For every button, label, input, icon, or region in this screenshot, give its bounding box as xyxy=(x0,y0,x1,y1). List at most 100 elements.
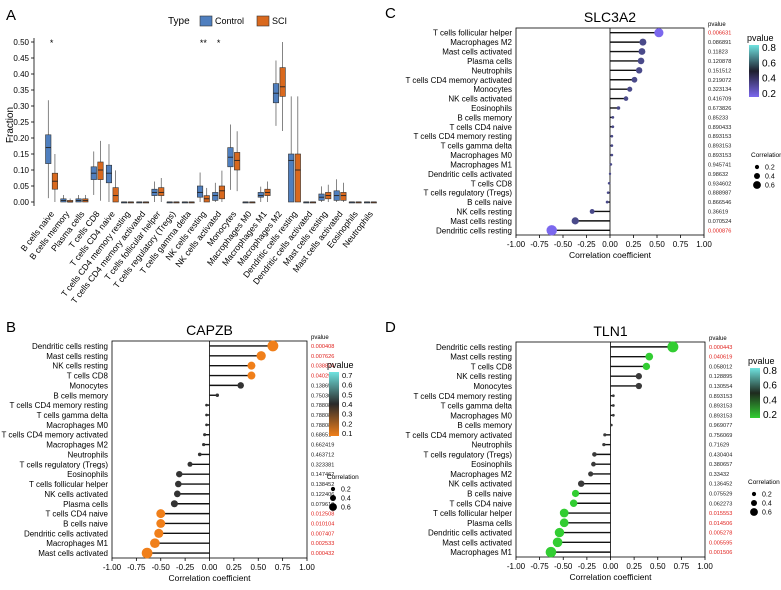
panel-a-ytick-label: 0.00 xyxy=(13,198,29,207)
pvalue-text: 0.893153 xyxy=(709,413,732,419)
significance-star: ** xyxy=(200,38,208,48)
box-dendritic-cells-resting-control xyxy=(288,153,295,203)
lollipop-dot-nk-cells-activated xyxy=(577,480,585,487)
row-label-nk-cells-resting: NK cells resting xyxy=(456,372,512,381)
panel-d-xtick-label: 0.25 xyxy=(626,562,642,571)
pvalue-text: 0.122406 xyxy=(311,492,334,498)
panel-b-xtick-label: 0.25 xyxy=(226,563,242,572)
pvalue-text: 0.128895 xyxy=(709,374,732,380)
lollipop-dot-macrophages-m0 xyxy=(611,413,615,417)
row-label-macrophages-m2: Macrophages M2 xyxy=(46,441,108,450)
lollipop-dot-macrophages-m1 xyxy=(609,163,613,166)
row-label-macrophages-m1: Macrophages M1 xyxy=(450,548,512,557)
size-legend-label: 0.4 xyxy=(765,174,775,181)
pvalue-text: 0.893153 xyxy=(708,153,731,159)
pvalue-text: 0.934602 xyxy=(708,181,731,187)
lollipop-dot-t-cells-follicular-helper xyxy=(654,28,664,38)
pvalue-text: 0.98632 xyxy=(708,172,728,178)
panel-b-xtick-label: 0.75 xyxy=(275,563,291,572)
row-label-t-cells-cd8: T cells CD8 xyxy=(471,179,513,188)
row-label-b-cells-naive: B cells naive xyxy=(467,489,512,498)
pvalue-text: 0.075529 xyxy=(709,491,732,497)
lollipop-dot-neutrophils xyxy=(602,442,606,447)
panel-d-title: TLN1 xyxy=(593,323,627,339)
colorbar-tick-label: 0.8 xyxy=(763,366,777,377)
pvalue-text: 0.893153 xyxy=(709,394,732,400)
row-label-mast-cells-activated: Mast cells activated xyxy=(442,538,512,547)
lollipop-dot-t-cells-cd8 xyxy=(642,362,651,371)
panel-d-xtick-label: -0.50 xyxy=(554,562,573,571)
pvalue-text: 0.007626 xyxy=(311,354,334,360)
size-legend-label: 0.6 xyxy=(765,183,775,190)
lollipop-dot-mast-cells-activated xyxy=(141,547,153,559)
panel-b-letter: B xyxy=(6,319,16,336)
lollipop-dot-mast-cells-activated xyxy=(552,537,563,548)
box-b-cells-naive-control xyxy=(45,134,52,164)
panel-d-pvalue-header: pvalue xyxy=(709,336,727,342)
panel-d-xlabel: Correlation coefficient xyxy=(569,572,652,582)
row-label-monocytes: Monocytes xyxy=(473,382,512,391)
panel-b-xtick-label: -0.25 xyxy=(176,563,195,572)
pvalue-text: 0.893153 xyxy=(708,144,731,150)
row-label-eosinophils: Eosinophils xyxy=(471,104,512,113)
pvalue-text: 0.11823 xyxy=(708,50,728,56)
row-label-neutrophils: Neutrophils xyxy=(472,66,512,75)
pvalue-text: 0.416709 xyxy=(708,97,731,103)
legend-label-sci: SCI xyxy=(272,16,287,26)
panel-d-xtick-label: -0.25 xyxy=(578,562,597,571)
size-legend-dot xyxy=(330,486,336,492)
lollipop-dot-t-cells-cd8 xyxy=(607,181,611,185)
pvalue-text: 0.380657 xyxy=(709,462,732,468)
lollipop-dot-t-cells-gamma-delta xyxy=(610,144,614,147)
row-label-mast-cells-activated: Mast cells activated xyxy=(442,48,512,57)
lollipop-dot-monocytes xyxy=(635,382,642,390)
row-label-plasma-cells: Plasma cells xyxy=(467,519,512,528)
colorbar-tick-label: 0.4 xyxy=(342,400,352,409)
legend-swatch-sci xyxy=(256,15,270,27)
box-nk-cells-resting-control xyxy=(197,185,204,198)
row-label-dendritic-cells-resting: Dendritic cells resting xyxy=(436,343,512,352)
lollipop-dot-macrophages-m2 xyxy=(639,38,647,46)
lollipop-dot-t-cells-cd4-naive xyxy=(569,499,578,507)
row-label-t-cells-gamma-delta: T cells gamma delta xyxy=(37,411,109,420)
row-label-t-cells-cd4-memory-activated: T cells CD4 memory activated xyxy=(405,431,512,440)
panel-c-size-legend-title: Correlation xyxy=(751,152,781,159)
pvalue-text: 0.002533 xyxy=(311,541,334,547)
lollipop-dot-neutrophils xyxy=(197,452,202,457)
panel-a-ytick-label: 0.50 xyxy=(13,38,29,47)
row-label-macrophages-m1: Macrophages M1 xyxy=(46,539,108,548)
pvalue-text: 0.463712 xyxy=(311,452,334,458)
pvalue-text: 0.85233 xyxy=(708,115,728,121)
row-label-b-cells-memory: B cells memory xyxy=(457,421,512,430)
pvalue-text: 0.070524 xyxy=(708,219,731,225)
pvalue-text: 0.323134 xyxy=(708,87,731,93)
colorbar-tick-label: 0.4 xyxy=(762,74,776,85)
row-label-plasma-cells: Plasma cells xyxy=(467,57,512,66)
lollipop-dot-mast-cells-resting xyxy=(256,351,266,361)
panel-c-xtick-label: -1.00 xyxy=(507,240,526,249)
box-nk-cells-activated-control xyxy=(212,192,219,201)
row-label-t-cells-cd4-naive: T cells CD4 naive xyxy=(45,510,108,519)
lollipop-dot-t-cells-regulatory-tregs xyxy=(592,452,597,457)
panel-a-ytick-label: 0.20 xyxy=(13,134,29,143)
size-legend-dot xyxy=(750,508,758,516)
panel-b-pvalue-header: pvalue xyxy=(311,335,329,341)
row-label-neutrophils: Neutrophils xyxy=(68,450,108,459)
lollipop-dot-dendritic-cells-activated xyxy=(608,172,612,176)
size-legend-dot xyxy=(330,495,336,501)
lollipop-dot-dendritic-cells-resting xyxy=(267,340,279,352)
lollipop-dot-macrophages-m1 xyxy=(150,538,160,549)
pvalue-text: 0.969077 xyxy=(709,423,732,429)
row-label-b-cells-memory: B cells memory xyxy=(53,391,108,400)
pvalue-text: 0.000443 xyxy=(709,345,732,351)
significance-star: * xyxy=(50,38,54,48)
panel-d-letter: D xyxy=(385,319,396,336)
lollipop-dot-b-cells-naive xyxy=(605,200,609,204)
colorbar-tick-label: 0.2 xyxy=(762,89,776,100)
lollipop-dot-t-cells-cd4-naive xyxy=(611,125,615,129)
panel-b-xtick-label: -0.75 xyxy=(127,563,146,572)
panel-d-plot: TLN1 -1.00 -0.75 -0.50 -0.25 0.00 0.25 0.50 0.75… xyxy=(405,323,780,582)
size-legend-label: 0.2 xyxy=(765,165,775,172)
lollipop-dot-nk-cells-resting xyxy=(247,361,256,370)
